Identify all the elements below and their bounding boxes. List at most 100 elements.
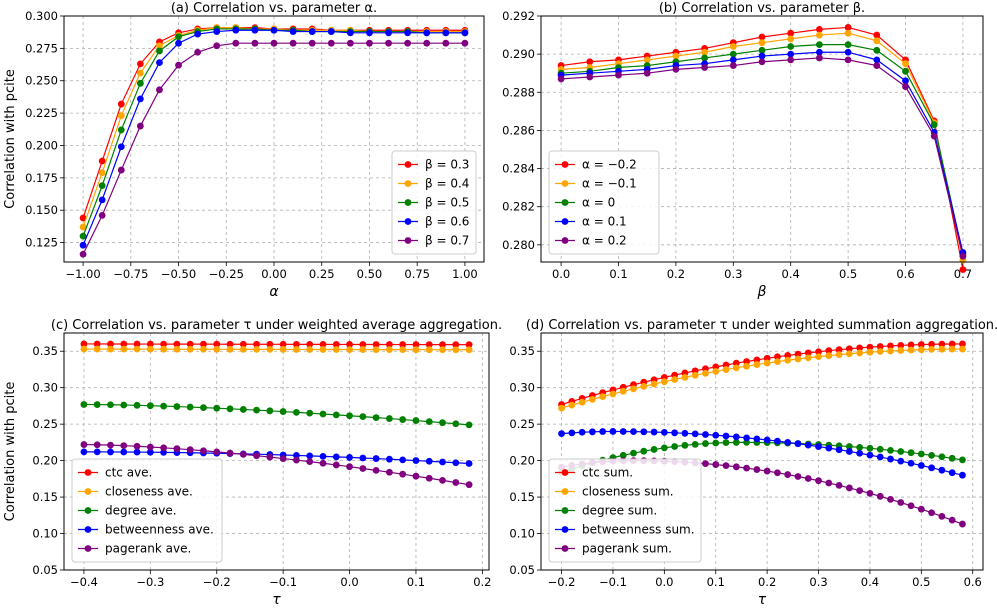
series-line	[561, 343, 963, 406]
chart-panel-2: 0.0 0.1 0.2 0.3 0.4 0.5 0.6 0.7 0.280 0.282 0.284 0…	[502, 1, 984, 300]
y-tick-label: 0.275	[25, 41, 58, 55]
data-point	[423, 39, 431, 47]
legend-label: closeness sum.	[582, 485, 674, 499]
data-point	[701, 54, 708, 62]
data-point	[907, 459, 915, 467]
data-point	[186, 446, 194, 454]
x-tick-label: 0.0	[655, 575, 673, 589]
data-point	[200, 404, 207, 412]
data-point	[835, 351, 843, 359]
data-point	[835, 446, 843, 454]
data-point	[404, 39, 412, 47]
data-point	[439, 346, 446, 354]
data-point	[930, 121, 938, 129]
data-point	[681, 373, 689, 381]
series-line	[561, 430, 963, 476]
data-point	[186, 403, 194, 411]
data-point	[239, 450, 247, 458]
plot-frame	[540, 332, 984, 571]
x-axis-label: β	[757, 284, 767, 300]
data-point	[928, 345, 936, 353]
data-point	[293, 456, 300, 464]
data-point	[876, 343, 884, 350]
data-point	[558, 404, 565, 412]
data-point	[107, 441, 114, 449]
data-point	[146, 443, 154, 451]
data-point	[948, 340, 956, 348]
data-point	[160, 345, 168, 353]
data-point	[774, 437, 781, 445]
data-point	[902, 67, 909, 75]
data-point	[844, 29, 852, 37]
legend-label: β = 0.7	[425, 234, 469, 248]
data-point	[671, 443, 679, 450]
data-point	[117, 166, 125, 174]
data-point	[816, 25, 823, 33]
data-point	[439, 458, 446, 466]
data-point	[928, 340, 936, 348]
data-point	[279, 346, 287, 353]
data-point	[425, 474, 433, 482]
chart-title: (a) Correlation vs. parameter α.	[171, 1, 377, 16]
data-point	[133, 442, 141, 450]
data-point	[399, 470, 407, 478]
data-point	[691, 440, 699, 448]
data-point	[938, 340, 946, 348]
data-point	[306, 458, 314, 466]
legend-label: degree sum.	[582, 504, 657, 518]
data-point	[948, 345, 956, 353]
data-point	[465, 421, 473, 429]
data-point	[412, 417, 420, 424]
data-point	[897, 448, 905, 455]
data-point	[439, 476, 446, 484]
data-point	[763, 354, 771, 362]
y-tick-label: 0.225	[25, 106, 58, 120]
data-point	[722, 366, 730, 373]
x-tick-label: 0.6	[896, 267, 914, 281]
data-point	[239, 340, 247, 348]
data-point	[856, 349, 864, 357]
data-point	[787, 43, 795, 50]
data-point	[588, 428, 596, 436]
data-point	[557, 75, 565, 83]
legend-box	[548, 458, 702, 563]
data-point	[578, 428, 586, 436]
x-tick-label: −0.25	[209, 267, 244, 281]
chart-panel-4: −0.2 −0.1 0.0 0.1 0.2 0.3 0.4 0.5 0.6 0.05 0.10 0.1…	[509, 318, 997, 608]
data-point	[959, 471, 966, 479]
data-point	[146, 345, 154, 353]
y-tick-label: 0.35	[32, 344, 58, 358]
x-tick-label: −0.3	[136, 575, 164, 589]
x-tick-label: 0.25	[309, 267, 335, 281]
data-point	[650, 446, 658, 453]
legend: ctc ave. closeness ave. degree ave. between…	[71, 458, 223, 563]
data-point	[366, 29, 373, 37]
x-tick-label: −0.2	[548, 575, 576, 589]
data-point	[452, 341, 460, 349]
data-point	[319, 452, 327, 460]
data-point	[117, 100, 125, 108]
legend-box	[548, 150, 660, 255]
data-point	[359, 341, 367, 348]
data-point	[702, 431, 709, 438]
legend-label: β = 0.6	[425, 215, 469, 229]
data-point	[630, 385, 637, 393]
data-point	[794, 473, 802, 480]
data-point	[439, 341, 446, 349]
data-point	[729, 43, 737, 50]
data-point	[120, 448, 128, 456]
data-point	[175, 39, 182, 47]
legend-label: α = −0.2	[582, 158, 637, 172]
data-point	[948, 469, 956, 477]
y-tick-label: 0.10	[509, 527, 535, 541]
data-point	[732, 439, 740, 446]
x-tick-label: 0.1	[707, 575, 725, 589]
data-point	[399, 341, 407, 348]
data-point	[79, 241, 87, 249]
legend-label: β = 0.5	[425, 196, 469, 210]
data-point	[753, 435, 761, 443]
data-point	[332, 341, 340, 348]
legend-label: β = 0.4	[425, 177, 469, 191]
data-point	[266, 340, 274, 348]
data-point	[346, 346, 353, 353]
